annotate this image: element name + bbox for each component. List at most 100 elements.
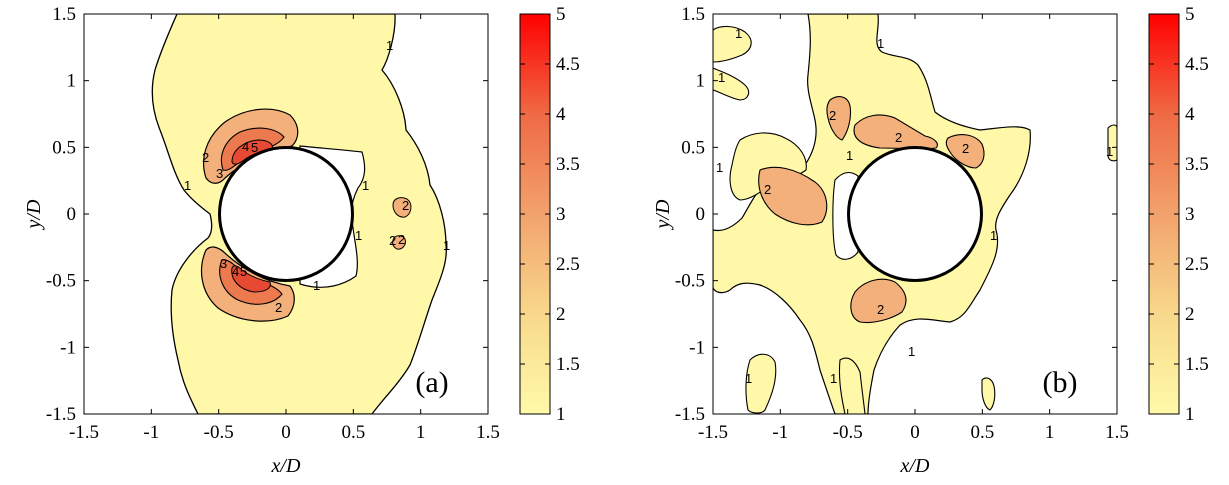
colorbar-tick-label-a: 1.5 (556, 354, 580, 375)
contour-label-b: 2 (764, 182, 771, 197)
contour-fill-level1-strand1-b (745, 353, 777, 414)
contour-label-a: 4 (232, 264, 239, 279)
colorbar-tick-label-a: 4 (556, 104, 566, 125)
contour-labels-a: 1 1 1 1 1 1 2 2 2 2 2 3 3 4 4 5 5 (184, 38, 450, 315)
y-tick-label-a: 1 (67, 71, 77, 92)
contour-label-a: 1 (443, 238, 450, 253)
y-tick-label-a: 0.5 (52, 137, 76, 158)
x-tick-label-a: 0.5 (341, 422, 365, 443)
y-tick-label-a: 1.5 (52, 4, 76, 25)
x-tick-label-b: 1 (1045, 422, 1055, 443)
panel-b: 1 1 1 1 1 1 1 1 1 1 2 2 2 2 2 -1.5 -1 -0.5… (652, 4, 1209, 477)
contour-fill-level2-1-b (826, 96, 852, 141)
contour-label-a: 4 (242, 139, 249, 154)
x-tick-label-a: -1 (143, 422, 159, 443)
colorbar-tick-label-b: 1.5 (1185, 354, 1209, 375)
contour-label-b: 1 (990, 228, 997, 243)
x-tick-label-b: 0 (910, 422, 920, 443)
contour-label-b: 1 (877, 36, 884, 51)
colorbar-tick-label-a: 4.5 (556, 54, 580, 75)
colorbar-tick-label-a: 3.5 (556, 154, 580, 175)
colorbar-tick-label-a: 2.5 (556, 254, 580, 275)
y-tick-label-b: 1 (696, 71, 706, 92)
x-tick-label-b: 1.5 (1105, 422, 1129, 443)
contour-label-a: 2 (202, 150, 209, 165)
contour-fill-level2-5-b (850, 278, 907, 324)
contour-label-a: 1 (386, 38, 393, 53)
x-tick-label-a: 0 (281, 422, 291, 443)
y-tick-label-b: -1.5 (675, 404, 705, 425)
contour-label-b: 1 (718, 70, 725, 85)
contour-label-b: 1 (846, 148, 853, 163)
contour-label-a: 1 (313, 278, 320, 293)
contour-label-b: 1 (735, 26, 742, 41)
contour-label-b: 1 (745, 371, 752, 386)
axis-ticks-a: -1.5 -1 -0.5 0 0.5 1 1.5 1.5 1 0.5 0 -0.5 -1 -1.5 (46, 4, 500, 443)
contour-fill-level2-2-b (853, 114, 938, 150)
panel-label-a: (a) (415, 366, 448, 399)
y-tick-label-a: 0 (67, 204, 77, 225)
colorbar-ticks-b: 5 4.5 4 3.5 3 2.5 2 1.5 1 (1149, 4, 1209, 425)
colorbar-ticks-a: 5 4.5 4 3.5 3 2.5 2 1.5 1 (520, 4, 580, 425)
x-tick-label-a: 1 (416, 422, 426, 443)
x-tick-label-b: -0.5 (833, 422, 863, 443)
contour-label-a: 3 (220, 256, 227, 271)
y-tick-label-a: -1 (60, 337, 76, 358)
y-tick-label-b: 0.5 (681, 137, 705, 158)
colorbar-tick-label-b: 3 (1185, 204, 1195, 225)
y-tick-label-a: -0.5 (46, 271, 76, 292)
x-tick-label-a: -1.5 (69, 422, 99, 443)
y-tick-label-a: -1.5 (46, 404, 76, 425)
y-tick-label-b: 1.5 (681, 4, 705, 25)
contour-label-a: 2 (402, 198, 409, 213)
colorbar-tick-label-a: 1 (556, 404, 566, 425)
y-axis-label-b: y/D (652, 199, 674, 230)
contour-fill-level1-right-b (1107, 124, 1117, 162)
colorbar-tick-label-b: 4.5 (1185, 54, 1209, 75)
x-tick-label-b: 0.5 (970, 422, 994, 443)
colorbar-tick-label-a: 3 (556, 204, 566, 225)
contour-label-a: 1 (362, 178, 369, 193)
contour-fill-level1-left2-b (713, 67, 750, 101)
x-axis-label-b: x/D (900, 455, 930, 477)
y-axis-label-a: y/D (23, 199, 45, 230)
contour-label-a: 1 (355, 228, 362, 243)
colorbar-tick-label-b: 5 (1185, 4, 1195, 25)
colorbar-tick-label-b: 3.5 (1185, 154, 1209, 175)
contour-fill-level1-left-b (713, 25, 752, 63)
panel-label-b: (b) (1043, 366, 1078, 399)
colorbar-tick-label-a: 5 (556, 4, 566, 25)
contour-label-a: 2 (398, 232, 405, 247)
contour-fill-level1-strand2-b (838, 357, 866, 414)
axis-ticks-b: -1.5 -1 -0.5 0 0.5 1 1.5 1.5 1 0.5 0 -0.5 -1 -1.5 (675, 4, 1129, 443)
contour-label-a: 1 (184, 178, 191, 193)
contour-fill-level1-strand3-b (981, 377, 996, 411)
contour-label-b: 2 (895, 130, 902, 145)
colorbar-tick-label-a: 2 (556, 304, 566, 325)
y-tick-label-b: 0 (696, 204, 706, 225)
y-tick-label-b: -0.5 (675, 271, 705, 292)
cylinder-a (218, 146, 354, 282)
contour-label-a: 5 (240, 264, 247, 279)
contour-label-a: 5 (251, 140, 258, 155)
x-tick-label-a: 1.5 (476, 422, 500, 443)
x-tick-label-b: -1.5 (698, 422, 728, 443)
y-tick-label-b: -1 (689, 337, 705, 358)
contour-label-b: 2 (962, 141, 969, 156)
x-tick-label-a: -0.5 (204, 422, 234, 443)
contour-fill-level2-blob2-a (392, 235, 406, 250)
colorbar-tick-label-b: 2.5 (1185, 254, 1209, 275)
contour-plot-b (713, 14, 1117, 414)
colorbar-tick-label-b: 4 (1185, 104, 1195, 125)
contour-label-a: 3 (216, 166, 223, 181)
contour-labels-b: 1 1 1 1 1 1 1 1 1 1 2 2 2 2 2 (716, 26, 1113, 386)
contour-fill-level4-lower-a (231, 265, 271, 293)
x-axis-label-a: x/D (271, 455, 301, 477)
panel-a: 1 1 1 1 1 1 2 2 2 2 2 3 3 4 4 5 5 -1.5 -1… (23, 4, 580, 477)
contour-label-b: 2 (829, 108, 836, 123)
contour-fill-level2-blob1-a (392, 197, 412, 218)
contour-label-b: 1 (716, 160, 723, 175)
x-tick-label-b: -1 (772, 422, 788, 443)
contour-label-b: 1 (908, 344, 915, 359)
